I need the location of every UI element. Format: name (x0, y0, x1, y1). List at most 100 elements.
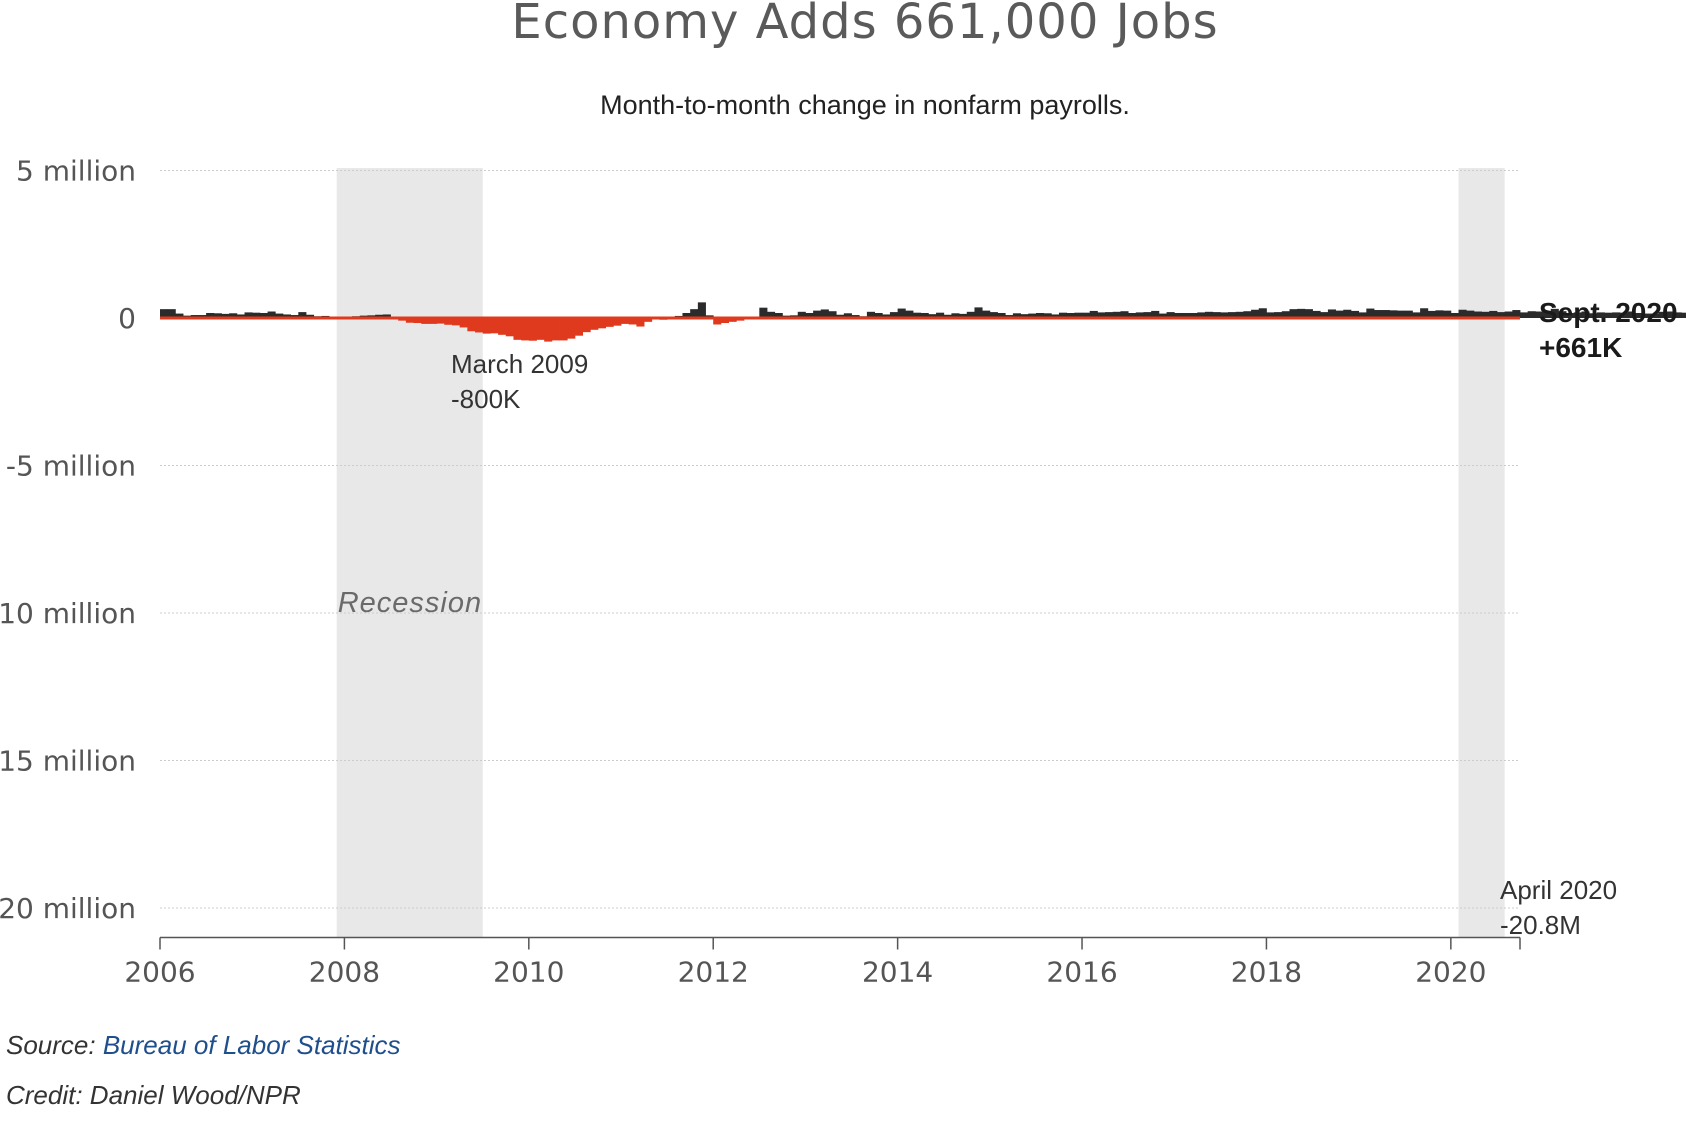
bar (382, 314, 391, 318)
bar (475, 318, 484, 333)
bar (1251, 309, 1260, 318)
bar (1128, 312, 1137, 318)
bar (1543, 312, 1552, 318)
bar (298, 312, 307, 318)
bar (544, 318, 553, 342)
bars (160, 302, 1686, 342)
bar (1204, 311, 1214, 318)
bar (160, 309, 169, 318)
bar (843, 313, 852, 318)
bar (928, 314, 937, 318)
bar (244, 312, 253, 318)
bar (405, 318, 414, 323)
bar (1035, 312, 1045, 318)
bar (889, 312, 899, 318)
bar (1558, 311, 1567, 318)
annotation-value: -20.8M (1500, 910, 1581, 940)
bar (1627, 311, 1636, 318)
bar (1297, 308, 1306, 318)
bar (713, 318, 722, 325)
bar (605, 318, 614, 327)
annotation-value: +661K (1539, 332, 1622, 363)
gridlines (160, 170, 1520, 909)
x-tick-label: 2006 (124, 956, 195, 989)
bar (229, 313, 238, 318)
bar (1681, 312, 1686, 318)
y-tick-label: -5 million (6, 450, 136, 483)
bar (1135, 312, 1144, 318)
x-tick-label: 2008 (309, 956, 380, 989)
source-link[interactable]: Bureau of Labor Statistics (102, 1030, 401, 1060)
bar (213, 313, 222, 318)
shaded-region (1458, 168, 1505, 938)
bar (828, 311, 837, 318)
bar (459, 318, 468, 328)
bar (1404, 310, 1413, 318)
shaded-regions: Recession (336, 168, 1505, 938)
bar (759, 307, 768, 318)
bar (267, 311, 276, 318)
bar (551, 318, 560, 341)
bar (966, 311, 975, 318)
bar (513, 318, 522, 340)
bar (1420, 308, 1429, 318)
bar (1312, 310, 1321, 318)
bar (1097, 312, 1106, 318)
bar (813, 310, 822, 318)
chart-title: Economy Adds 661,000 Jobs (511, 0, 1219, 50)
bar (536, 318, 545, 340)
bar (1112, 311, 1121, 318)
bar (1220, 312, 1229, 318)
bar (1243, 311, 1252, 318)
bar (974, 307, 983, 318)
bar (1258, 308, 1267, 318)
bar (866, 311, 875, 318)
annotation-label: Sept. 2020 (1539, 297, 1678, 328)
bar (1151, 310, 1160, 318)
x-tick-label: 2018 (1231, 956, 1302, 989)
y-tick-label: 10 million (0, 597, 136, 630)
bar (774, 312, 783, 318)
bar (874, 312, 883, 318)
bar (1212, 312, 1221, 318)
bar (690, 309, 699, 318)
bar (1673, 312, 1682, 318)
bar (1581, 311, 1590, 318)
bar (1174, 312, 1183, 318)
bar (1051, 314, 1060, 318)
bar (613, 318, 622, 326)
bar (482, 318, 491, 334)
bar (428, 318, 438, 324)
bar (1166, 312, 1175, 318)
recession-label: Recession (338, 587, 482, 619)
bar (528, 318, 537, 341)
bar (1374, 310, 1383, 318)
x-tick-label: 2012 (678, 956, 749, 989)
bar (920, 312, 929, 318)
bar (1105, 312, 1114, 318)
bar (375, 314, 384, 318)
bar (1320, 312, 1329, 318)
bar (1327, 309, 1336, 318)
bar (636, 318, 645, 327)
bar (720, 318, 729, 324)
bar (989, 312, 998, 318)
bar (574, 318, 583, 336)
bar (175, 313, 184, 318)
bar (1473, 311, 1482, 318)
bar (1274, 312, 1283, 318)
bar (1612, 312, 1621, 318)
bar (1189, 312, 1198, 318)
bar (505, 318, 514, 337)
bar (1435, 310, 1444, 318)
bar (1012, 313, 1021, 318)
bar (1596, 312, 1605, 318)
bar (1281, 311, 1290, 318)
bar (982, 310, 991, 318)
bar (1350, 310, 1360, 318)
bar (1074, 312, 1083, 318)
annotation-label: March 2009 (451, 349, 588, 379)
bar (820, 309, 829, 318)
bar (936, 312, 945, 318)
